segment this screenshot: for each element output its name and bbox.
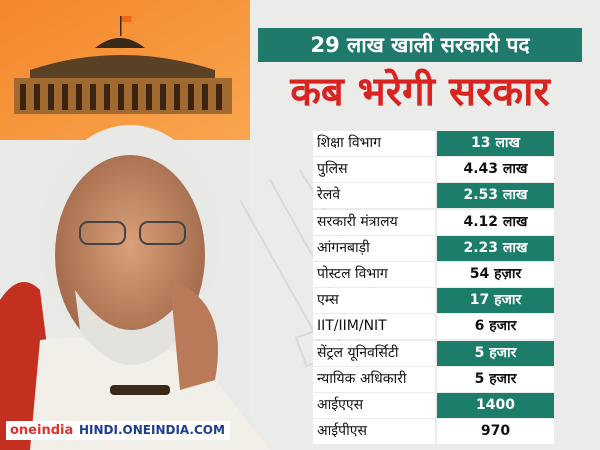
department: आईएएस xyxy=(313,392,435,418)
vacancy-count: 1400 xyxy=(437,392,554,418)
department: सेंट्रल यूनिवर्सिटी xyxy=(313,340,435,366)
department: पोस्टल विभाग xyxy=(313,261,435,287)
vacancy-count: 4.43 लाख xyxy=(437,157,554,183)
department: न्यायिक अधिकारी xyxy=(313,366,435,392)
vacancy-count: 5 हजार xyxy=(437,340,554,366)
department: IIT/IIM/NIT xyxy=(313,314,435,340)
table-row: सेंट्रल यूनिवर्सिटी 5 हजार xyxy=(313,340,554,367)
department: रेलवे xyxy=(313,183,435,209)
vacancy-count: 4.12 लाख xyxy=(437,209,554,235)
table-row: IIT/IIM/NIT 6 हजार xyxy=(313,314,554,340)
brand-url: HINDI.ONEINDIA.COM xyxy=(74,421,230,440)
table-row: एम्स 17 हजार xyxy=(313,288,554,314)
table-row: आंगनबाड़ी 2.23 लाख xyxy=(313,235,554,262)
department: पुलिस xyxy=(313,157,435,183)
vacancy-count: 2.53 लाख xyxy=(437,183,554,209)
brand-logo: oneindia xyxy=(6,421,78,440)
department: सरकारी मंत्रालय xyxy=(313,209,435,235)
table-row: शिक्षा विभाग 13 लाख xyxy=(313,131,554,157)
vacancy-count: 13 लाख xyxy=(437,131,554,156)
vacancy-count: 970 xyxy=(437,419,554,445)
vacancy-count: 2.23 लाख xyxy=(437,235,554,261)
vacancy-count: 6 हजार xyxy=(437,314,554,340)
table-row: आईएएस 1400 xyxy=(313,392,554,419)
vacancy-count: 54 हज़ार xyxy=(437,261,554,287)
department: आईपीएस xyxy=(313,419,435,445)
subtitle: कब भरेगी सरकार xyxy=(290,69,550,115)
table-row: सरकारी मंत्रालय 4.12 लाख xyxy=(313,209,554,236)
department: आंगनबाड़ी xyxy=(313,235,435,261)
department: शिक्षा विभाग xyxy=(313,131,435,156)
title: 29 लाख खाली सरकारी पद xyxy=(258,28,582,62)
table-row: आईपीएस 970 xyxy=(313,419,554,445)
table-row: पोस्टल विभाग 54 हज़ार xyxy=(313,261,554,288)
table-row: रेलवे 2.53 लाख xyxy=(313,183,554,209)
table-row: न्यायिक अधिकारी 5 हजार xyxy=(313,366,554,393)
table: शिक्षा विभाग 13 लाख पुलिस 4.43 लाख रेलवे 2.53… xyxy=(313,131,554,445)
vacancy-count: 5 हजार xyxy=(437,366,554,392)
vacancy-count: 17 हजार xyxy=(437,288,554,314)
table-row: पुलिस 4.43 लाख xyxy=(313,157,554,183)
department: एम्स xyxy=(313,288,435,314)
